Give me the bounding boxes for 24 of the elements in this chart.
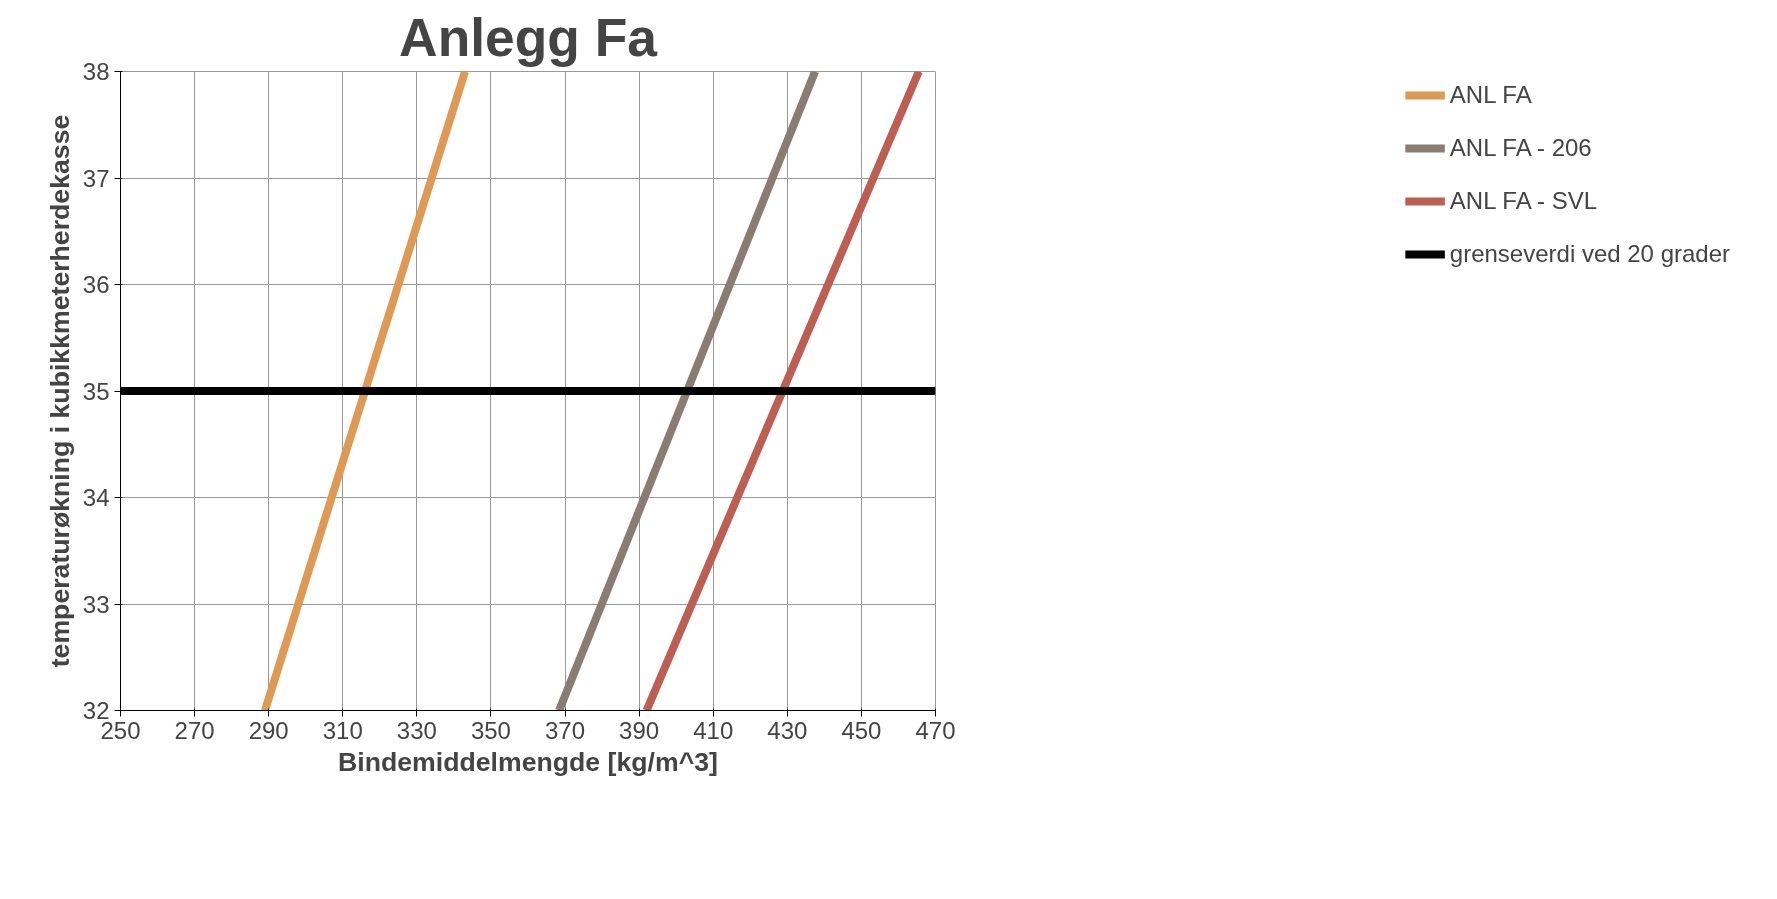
x-tick-label: 290: [248, 716, 289, 744]
y-tick-label: 35: [82, 377, 110, 405]
legend-label: ANL FA - SVL: [1449, 187, 1598, 215]
y-tick-label: 36: [82, 271, 110, 298]
x-tick-label: 390: [619, 716, 660, 744]
y-tick-label: 37: [82, 164, 110, 192]
legend-label: ANL FA - 206: [1449, 134, 1593, 162]
x-axis-title: Bindemiddelmengde [kg/m^3]: [338, 746, 718, 777]
legend-label: ANL FA: [1449, 81, 1533, 109]
x-tick-label: 470: [915, 716, 956, 744]
y-axis-title: temperaturøkning i kubikkmeterherdekasse: [44, 114, 75, 668]
y-tick-label: 34: [82, 484, 110, 511]
x-tick-label: 450: [841, 716, 882, 744]
y-tick-label: 38: [82, 58, 110, 85]
y-tick-label: 33: [82, 590, 110, 618]
x-tick-label: 370: [545, 716, 586, 744]
x-tick-label: 350: [470, 716, 511, 744]
x-tick-label: 270: [174, 716, 215, 744]
chart-title: Anlegg Fa: [399, 7, 658, 67]
x-tick-label: 430: [767, 716, 808, 744]
x-tick-label: 310: [322, 716, 363, 744]
x-tick-label: 410: [693, 716, 734, 744]
legend-label: grenseverdi ved 20 grader: [1449, 240, 1730, 268]
x-tick-label: 330: [396, 716, 437, 744]
